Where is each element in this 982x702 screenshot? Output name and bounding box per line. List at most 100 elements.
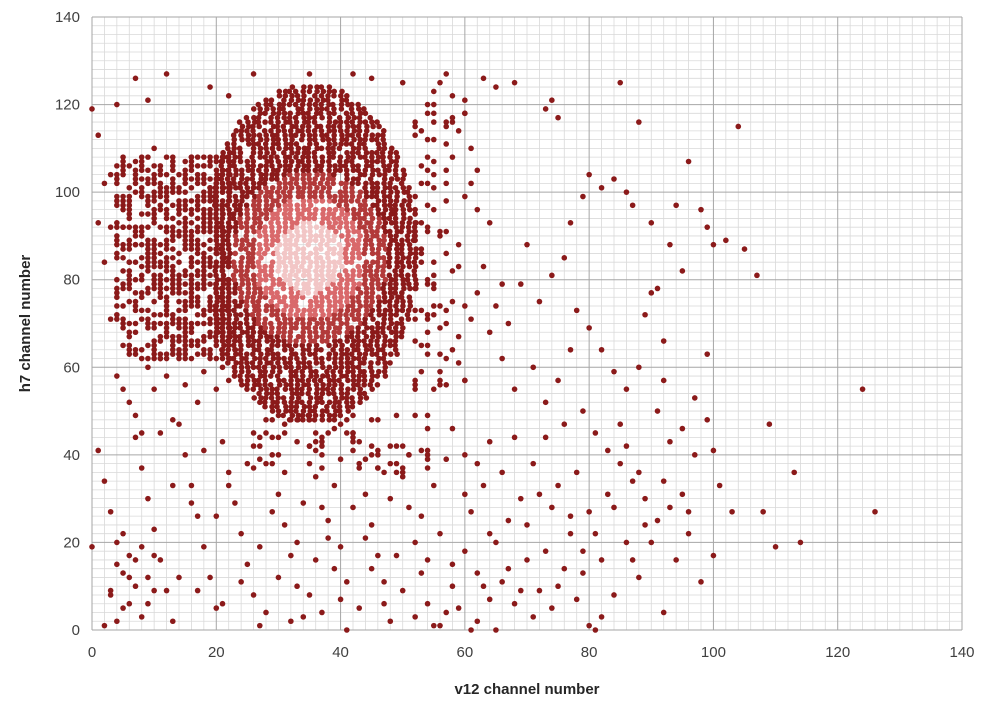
data-point — [239, 193, 246, 200]
data-point — [275, 316, 281, 322]
data-point — [237, 333, 243, 340]
data-point — [151, 211, 157, 217]
data-point — [194, 163, 201, 169]
data-point — [114, 171, 120, 178]
data-point — [319, 154, 326, 160]
data-point — [282, 167, 289, 174]
data-point — [295, 128, 301, 134]
data-point — [288, 403, 295, 410]
data-point — [363, 163, 370, 169]
data-point — [169, 290, 176, 296]
data-point — [250, 123, 256, 130]
data-point — [289, 176, 295, 182]
data-point — [307, 97, 314, 103]
data-point — [443, 119, 450, 125]
data-point — [493, 303, 499, 309]
data-point — [348, 198, 355, 204]
data-point — [182, 351, 189, 357]
data-point — [138, 193, 145, 200]
data-point — [388, 276, 395, 283]
data-point — [642, 522, 648, 528]
data-point — [268, 114, 274, 121]
data-point — [462, 193, 468, 200]
data-point — [455, 263, 462, 270]
data-point — [249, 373, 256, 379]
data-point — [225, 482, 232, 489]
data-point — [324, 403, 330, 410]
data-point — [301, 355, 307, 362]
data-point — [288, 373, 295, 379]
data-point — [120, 386, 126, 392]
data-point — [213, 259, 220, 266]
data-point — [182, 303, 189, 309]
data-point — [213, 605, 220, 611]
data-point — [312, 311, 319, 318]
data-point — [394, 298, 400, 305]
data-point — [238, 259, 244, 266]
data-point — [287, 281, 293, 287]
data-point — [462, 548, 468, 554]
data-point — [145, 342, 151, 349]
data-point — [257, 145, 264, 152]
data-point — [394, 189, 401, 195]
data-point — [306, 386, 313, 392]
data-point — [375, 325, 381, 331]
data-point — [380, 268, 386, 274]
data-point — [282, 237, 289, 244]
data-point — [337, 281, 343, 287]
data-point — [332, 342, 339, 349]
data-point — [132, 171, 139, 178]
data-point — [311, 154, 318, 160]
data-point — [251, 290, 258, 296]
data-point — [270, 211, 276, 217]
data-point — [120, 171, 126, 178]
data-point — [305, 163, 312, 169]
data-point — [356, 605, 363, 611]
data-point — [287, 255, 293, 261]
data-point — [194, 237, 201, 244]
data-point — [375, 211, 382, 217]
data-point — [267, 373, 274, 379]
data-point — [169, 154, 176, 160]
data-point — [182, 202, 189, 209]
data-point — [511, 434, 518, 441]
data-point — [330, 386, 337, 392]
data-point — [393, 149, 400, 156]
data-point — [351, 211, 357, 217]
data-point — [225, 233, 231, 239]
data-point — [468, 627, 474, 633]
data-point — [230, 355, 237, 362]
data-point — [382, 206, 389, 213]
data-point — [437, 228, 443, 235]
data-point — [182, 320, 189, 327]
data-point — [238, 294, 244, 301]
data-point — [305, 390, 311, 397]
data-point — [357, 219, 363, 226]
data-point — [255, 338, 262, 344]
data-point — [318, 93, 325, 99]
data-point — [257, 294, 263, 301]
data-point — [276, 224, 283, 230]
data-point — [249, 255, 256, 261]
data-point — [213, 237, 220, 244]
data-point — [306, 460, 313, 467]
data-point — [207, 206, 213, 213]
data-point — [294, 382, 301, 388]
data-point — [300, 88, 306, 95]
data-point — [312, 167, 319, 174]
data-point — [295, 412, 302, 419]
data-point — [336, 241, 343, 248]
data-point — [370, 123, 376, 130]
data-point — [412, 614, 418, 620]
data-point — [339, 233, 345, 239]
data-point — [362, 145, 368, 152]
data-point — [287, 215, 294, 222]
data-point — [282, 386, 289, 392]
data-point — [376, 255, 382, 261]
data-point — [151, 587, 157, 594]
data-point — [255, 298, 262, 305]
data-point — [462, 452, 468, 458]
data-point — [339, 97, 345, 103]
data-point — [437, 325, 443, 331]
data-point — [400, 303, 406, 309]
